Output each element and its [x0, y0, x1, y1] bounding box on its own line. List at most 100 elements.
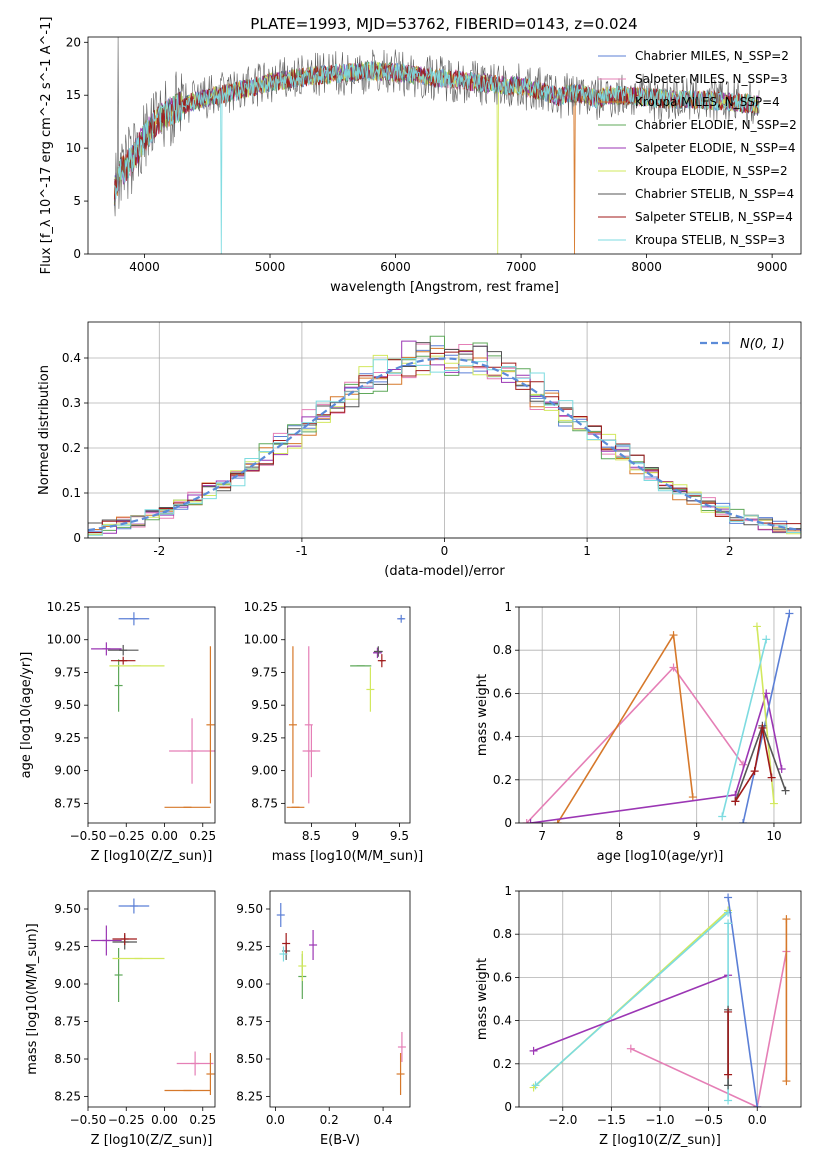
weight-marker [753, 1103, 762, 1107]
y-tick-label: 0 [504, 816, 512, 830]
x-tick-label: 5000 [255, 260, 286, 274]
axes-frame [87, 36, 802, 255]
x-axis-label: (data-model)/error [384, 564, 505, 579]
plots-layer: 4000 5000 6000 7000 8000 900005101520waveleng… [19, 17, 802, 1148]
y-tick-label: 0.4 [62, 351, 81, 365]
weight-marker [785, 609, 794, 618]
y-tick-label: 1 [504, 884, 512, 898]
x-tick-label: 0.4 [374, 1113, 393, 1127]
weight-marker [553, 819, 562, 823]
y-tick-label: 0 [504, 1100, 512, 1114]
y-tick-label: 10.00 [244, 633, 278, 647]
x-tick-label: 7 [538, 829, 546, 843]
weight-marker [526, 819, 535, 823]
y-tick-label: 0 [73, 531, 81, 545]
weight-line [534, 912, 729, 1086]
x-tick-label: 4000 [129, 260, 160, 274]
y-tick-label: 9.25 [54, 731, 81, 745]
y-tick-label: 8.75 [251, 796, 278, 810]
weight-marker [724, 1070, 733, 1079]
y-tick-label: 9.00 [251, 764, 278, 778]
y-tick-label: 9.50 [251, 698, 278, 712]
y-axis-label: age [log10(age/yr)] [19, 652, 34, 779]
x-tick-label: 0.25 [189, 829, 216, 843]
x-tick-label: -1 [296, 544, 308, 558]
y-tick-label: 0.8 [493, 643, 512, 657]
axes-frame [518, 606, 802, 824]
x-tick-label: 1 [583, 544, 591, 558]
x-axis-label: Z [log10(Z/Z_sun)] [91, 1133, 213, 1148]
x-tick-label: 8 [616, 829, 624, 843]
y-tick-label: 9.25 [251, 731, 278, 745]
weight-marker [750, 767, 759, 776]
weight-marker [688, 793, 697, 802]
x-tick-label: 0.0 [748, 1113, 767, 1127]
histogram-step [88, 358, 801, 538]
x-tick-label: 0 [441, 544, 449, 558]
plot-area [88, 335, 801, 538]
y-tick-label: 0.2 [493, 1057, 512, 1071]
chart-spectrum: 4000 5000 6000 7000 8000 9000 0 5 10 15 20 waveleng… [39, 17, 802, 295]
weight-marker [782, 1077, 791, 1086]
x-tick-label: −0.25 [108, 829, 145, 843]
y-tick-label: 9.50 [54, 902, 81, 916]
plot-area [286, 614, 406, 808]
x-tick-label: −2.0 [548, 1113, 577, 1127]
y-tick-label: 8.75 [54, 1015, 81, 1029]
y-tick-label: 9.25 [54, 940, 81, 954]
x-tick-label: 9000 [757, 260, 788, 274]
x-tick-label: 8000 [631, 260, 662, 274]
plot-area [276, 903, 406, 1095]
weight-marker [758, 723, 767, 732]
y-tick-label: 0.2 [62, 441, 81, 455]
y-tick-label: 9.50 [236, 902, 263, 916]
weight-marker [724, 1081, 733, 1090]
weight-line [734, 727, 773, 802]
x-tick-label: 0.00 [151, 829, 178, 843]
y-tick-label: 8.25 [236, 1090, 263, 1104]
weight-marker [724, 1096, 733, 1105]
weight-marker [718, 812, 727, 821]
legend-label: Kroupa ELODIE, N_SSP=2 [635, 164, 788, 178]
figure-title: PLATE=1993, MJD=53762, FIBERID=0143, z=0… [250, 15, 637, 33]
x-axis-label: wavelength [Angstrom, rest frame] [330, 280, 559, 295]
axes-frame [284, 606, 411, 824]
weight-marker [782, 915, 791, 924]
plot-area [91, 898, 215, 1095]
y-tick-label: 0.1 [62, 486, 81, 500]
x-tick-label: 0.00 [151, 1113, 178, 1127]
legend-label: Chabrier MILES, N_SSP=2 [635, 49, 789, 63]
y-tick-label: 0.4 [493, 1014, 512, 1028]
plot-area [529, 893, 791, 1107]
weight-marker [781, 786, 790, 795]
y-axis-label: mass weight [475, 958, 490, 1040]
chart-mass_weight_vs_z: −2.0 −1.5 −1.0 −0.5 0.0 0 0.2 0.4 0.6 0.8 1 Z [log1… [475, 884, 802, 1148]
legend-label: Chabrier ELODIE, N_SSP=2 [635, 118, 797, 132]
x-tick-label: −0.50 [70, 829, 107, 843]
axes-frame [518, 890, 802, 1108]
x-tick-label: −0.5 [694, 1113, 723, 1127]
y-tick-label: 9.00 [236, 977, 263, 991]
normal-curve [88, 357, 801, 532]
y-tick-label: 8.50 [236, 1052, 263, 1066]
y-axis-label: Flux [f_λ 10^-17 erg cm^-2 s^-1 A^-1] [39, 17, 54, 275]
weight-line [721, 639, 767, 817]
weight-marker [762, 635, 771, 644]
y-tick-label: 9.50 [54, 698, 81, 712]
y-tick-label: 0.8 [493, 927, 512, 941]
x-axis-label: Z [log10(Z/Z_sun)] [599, 1133, 721, 1148]
y-tick-label: 10.25 [47, 600, 81, 614]
y-tick-label: 15 [66, 88, 81, 102]
x-tick-label: 9 [693, 829, 701, 843]
chart-mass_vs_ebv: 0.0 0.2 0.4 8.25 8.50 8.75 9.00 9.25 9.50 E(B-V) [236, 890, 411, 1148]
weight-marker [767, 773, 776, 782]
axes-frame [87, 890, 216, 1108]
y-tick-label: 10.00 [47, 633, 81, 647]
x-tick-label: 9.5 [390, 829, 409, 843]
x-tick-label: −1.5 [597, 1113, 626, 1127]
spectrum-line [113, 61, 760, 254]
legend-label: Salpeter STELIB, N_SSP=4 [635, 210, 793, 224]
x-axis-label: E(B-V) [320, 1133, 360, 1148]
weight-marker [626, 1044, 635, 1053]
